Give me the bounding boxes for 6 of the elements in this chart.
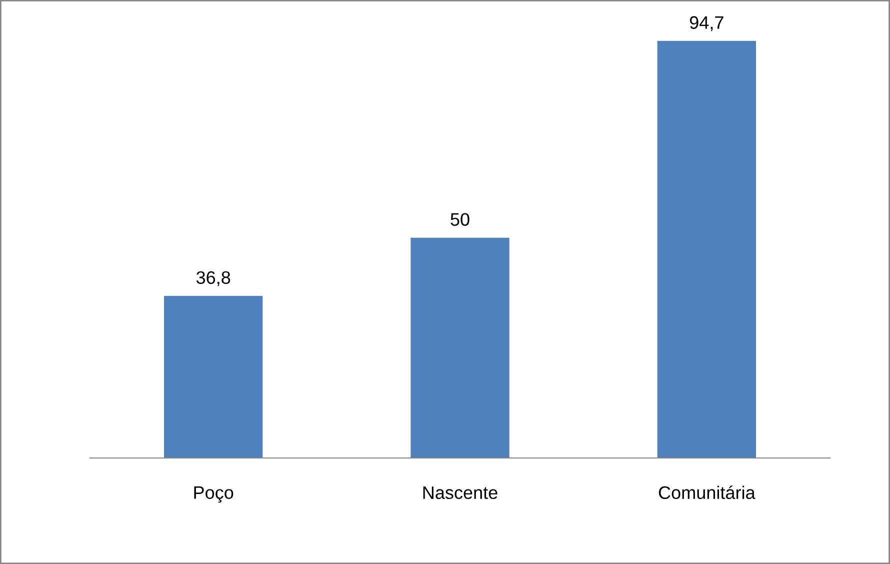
x-tick-label: Nascente — [423, 486, 498, 500]
data-label: 36,8 — [196, 271, 230, 286]
x-tick-label: Comunitária — [658, 486, 756, 500]
data-label: 50 — [450, 213, 470, 226]
x-tick-label: Poço — [194, 486, 234, 503]
data-label: 94,7 — [690, 16, 724, 32]
